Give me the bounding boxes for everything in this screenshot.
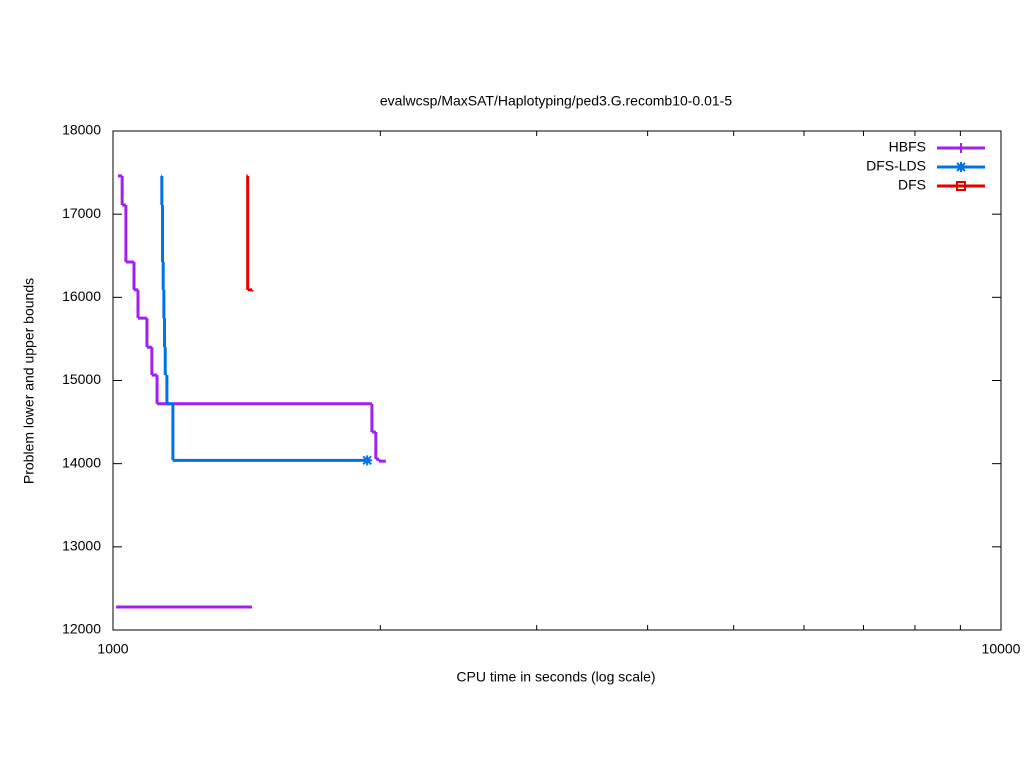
marker: [956, 143, 966, 153]
marker: [362, 455, 373, 466]
marker: [956, 162, 966, 172]
y-tick-label: 13000: [62, 538, 101, 554]
y-tick-label: 17000: [62, 205, 101, 221]
y-tick-label: 15000: [62, 371, 101, 387]
y-tick-label: 16000: [62, 288, 101, 304]
y-tick-label: 18000: [62, 122, 101, 138]
legend-label: DFS: [898, 177, 926, 193]
y-axis-label: Problem lower and upper bounds: [21, 278, 37, 484]
x-tick-label: 10000: [982, 641, 1021, 657]
chart-title: evalwcsp/MaxSAT/Haplotyping/ped3.G.recom…: [380, 93, 732, 109]
legend-label: HBFS: [889, 139, 926, 155]
marker: [956, 181, 966, 191]
x-tick-label: 1000: [97, 641, 128, 657]
legend-label: DFS-LDS: [866, 158, 926, 174]
y-tick-label: 12000: [62, 621, 101, 637]
y-tick-label: 14000: [62, 454, 101, 470]
x-axis-label: CPU time in seconds (log scale): [456, 669, 655, 685]
